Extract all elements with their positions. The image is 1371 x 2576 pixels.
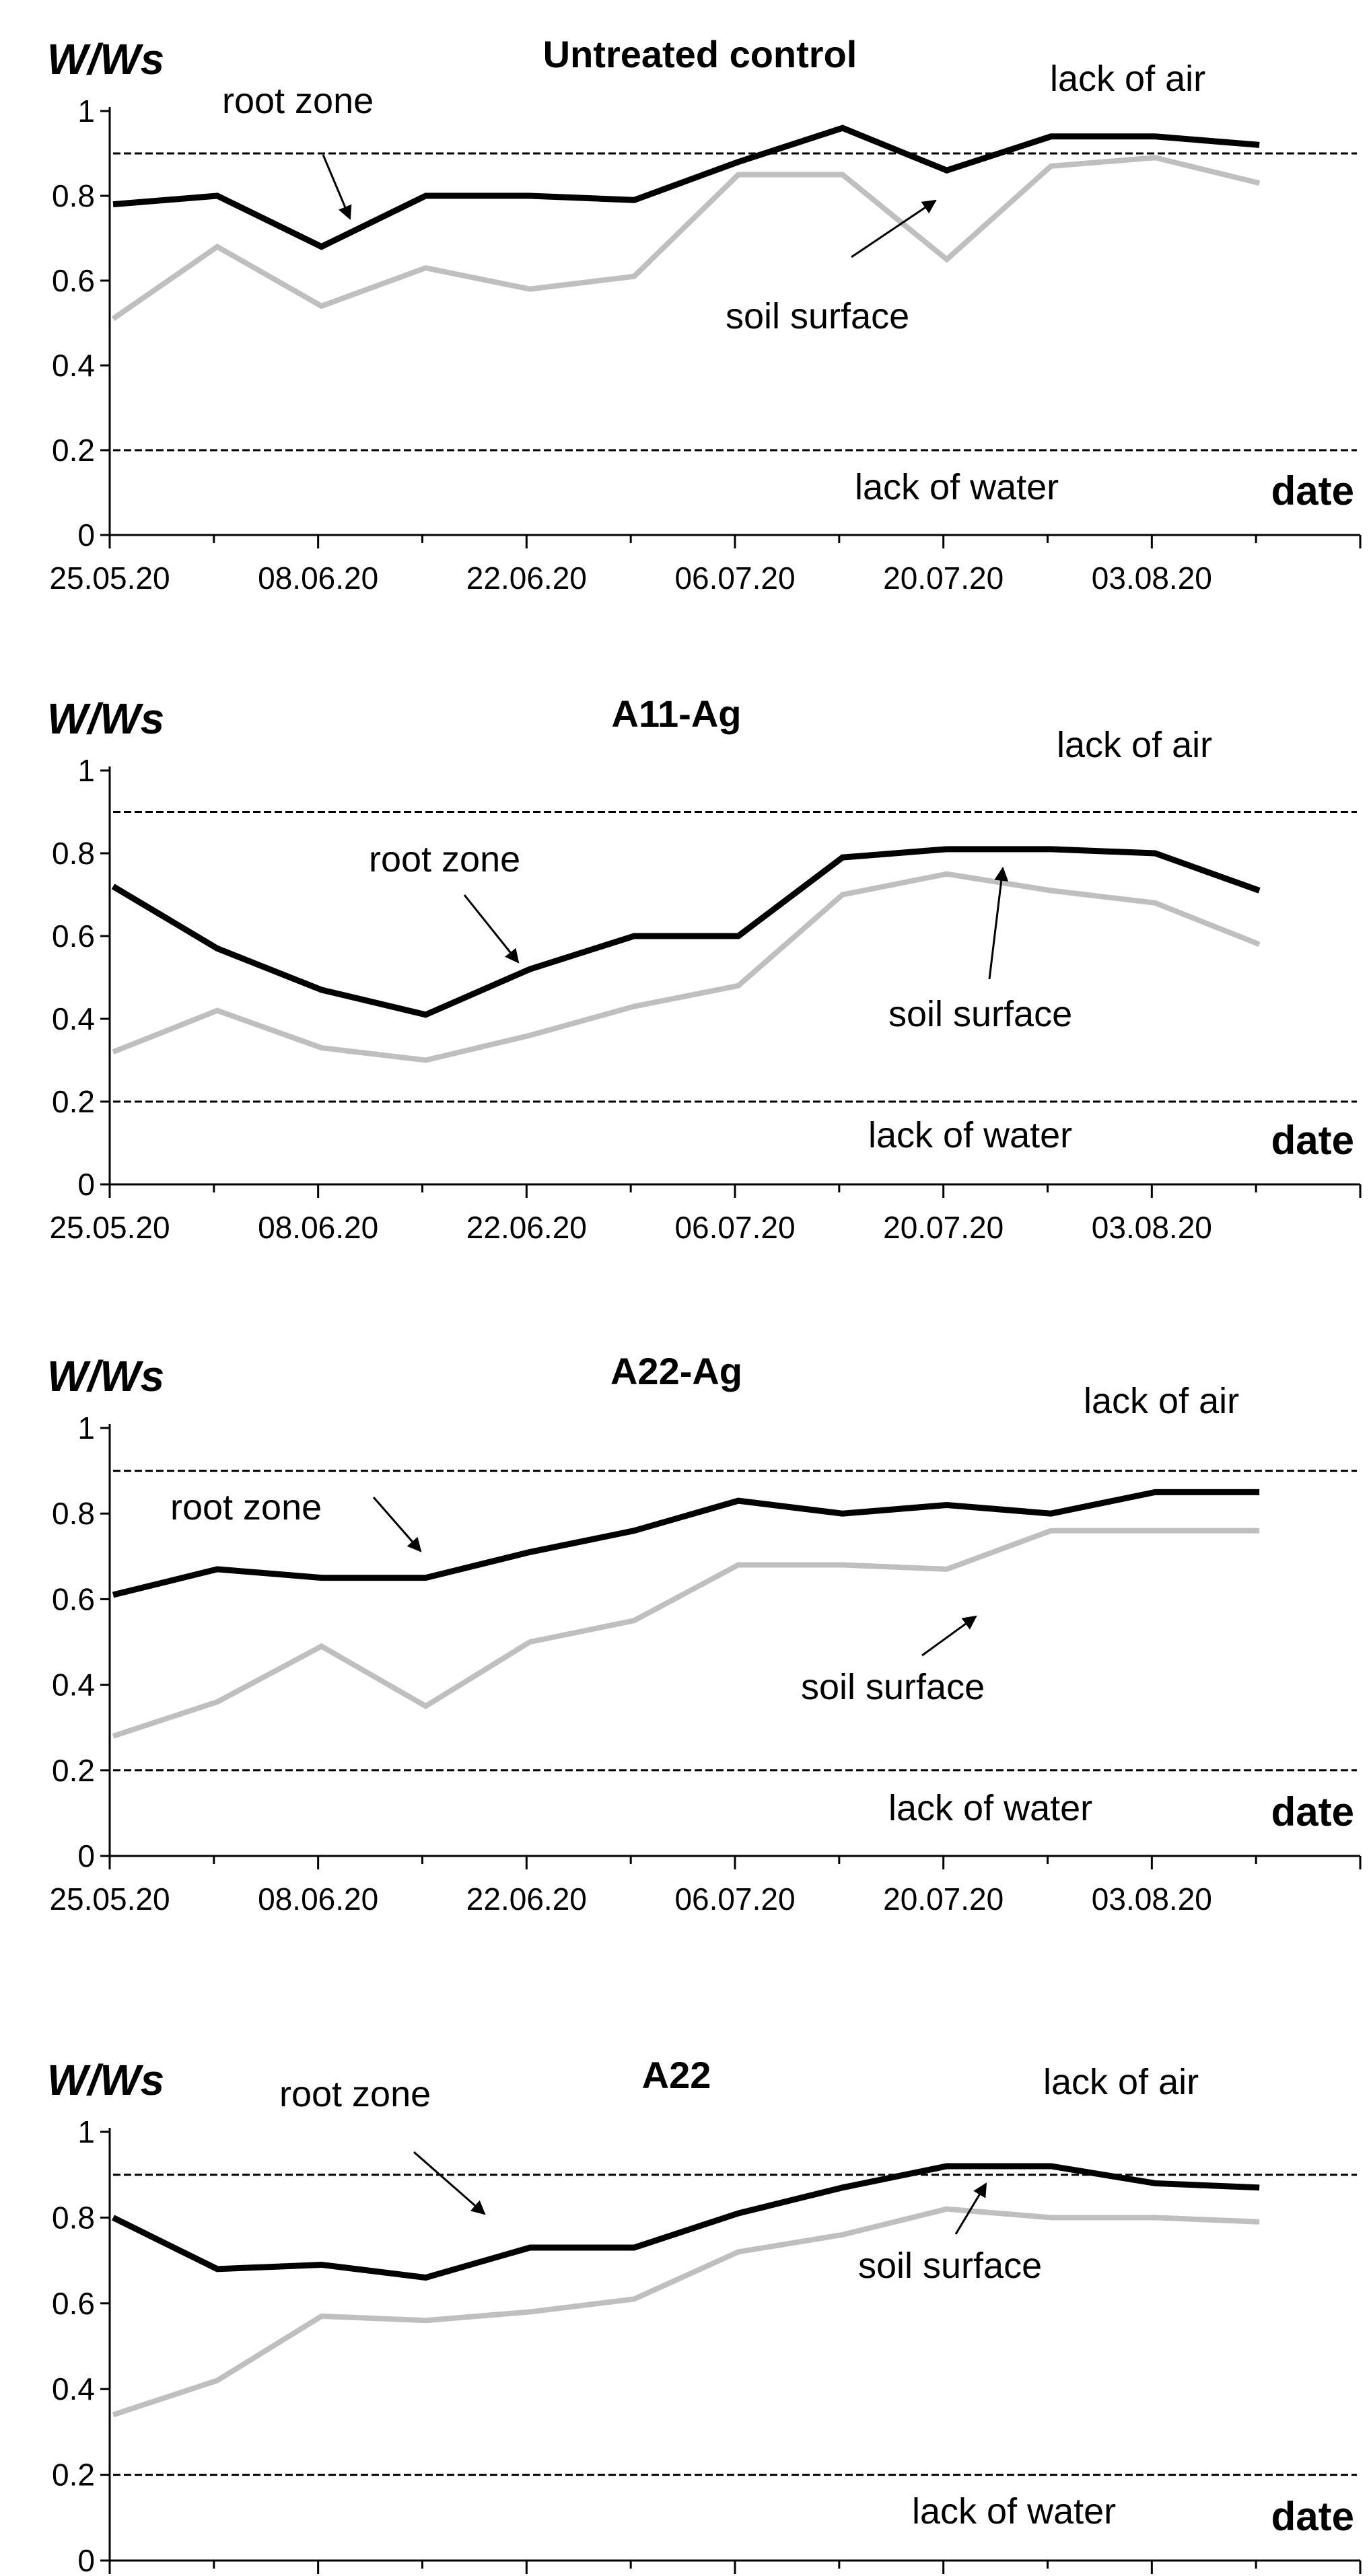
y-tick-label: 0.2 — [52, 433, 95, 468]
x-tick-label: 20.07.20 — [883, 1210, 1004, 1245]
y-axis-label: W/Ws — [47, 2056, 164, 2104]
y-tick-label: 0.6 — [52, 1581, 95, 1616]
x-tick-label: 25.05.20 — [49, 561, 170, 596]
x-tick-label: 03.08.20 — [1092, 561, 1212, 596]
root-zone-series-line — [112, 1489, 1260, 1598]
x-axis-label: date — [1271, 2494, 1354, 2539]
y-tick-label: 0.8 — [52, 1496, 95, 1531]
lack-of-air-label: lack of air — [1050, 59, 1205, 99]
chart-panel-2: 0 0.2 0.4 0.6 0.8 1 25.05.20 08.06.20 22.06.20 06… — [47, 692, 1362, 1245]
y-tick-label: 0.6 — [52, 263, 95, 298]
y-tick-label: 1 — [77, 94, 95, 129]
x-tick-label: 06.07.20 — [674, 561, 795, 596]
lack-of-air-label: lack of air — [1043, 2062, 1199, 2102]
root-zone-arrow — [463, 894, 520, 964]
y-tick-label: 0.2 — [52, 1084, 95, 1119]
y-tick-label: 1 — [77, 1410, 95, 1445]
root-zone-arrow — [413, 2151, 486, 2215]
y-tick-label: 0.8 — [52, 836, 95, 871]
chart-title: A11-Ag — [612, 692, 742, 735]
x-axis-label: date — [1271, 468, 1354, 513]
soil-surface-label: soil surface — [858, 2246, 1042, 2286]
y-tick-label: 0.2 — [52, 2458, 95, 2493]
root-zone-series-line — [111, 846, 1261, 1018]
x-tick-label: 22.06.20 — [466, 561, 587, 596]
y-tick-label: 0.4 — [52, 1001, 95, 1036]
soil-surface-label: soil surface — [726, 296, 909, 336]
y-tick-label: 0.8 — [52, 178, 95, 213]
y-tick-label: 0 — [77, 517, 95, 552]
x-axis-label: date — [1271, 1789, 1354, 1834]
soil-surface-label: soil surface — [888, 994, 1072, 1034]
soil-surface-series-line — [112, 871, 1261, 1063]
soil-surface-series-line — [111, 155, 1261, 321]
lack-of-water-label: lack of water — [912, 2491, 1116, 2532]
chart-panel-1: 0 0.2 0.4 0.6 0.8 1 25.05.20 08.06.20 22.06.20 06… — [47, 33, 1362, 596]
soil-surface-label: soil surface — [801, 1667, 985, 1707]
y-tick-label: 0.4 — [52, 1668, 95, 1703]
root-zone-label: root zone — [279, 2074, 431, 2114]
y-tick-label: 1 — [77, 753, 95, 788]
lack-of-water-label: lack of water — [868, 1115, 1072, 1155]
y-tick-label: 0.6 — [52, 919, 95, 954]
root-zone-label: root zone — [222, 81, 374, 121]
y-tick-label: 0 — [77, 1167, 95, 1202]
y-tick-label: 0.4 — [52, 348, 95, 383]
root-zone-arrow — [322, 154, 352, 220]
soil-surface-series-line — [112, 2206, 1260, 2418]
y-tick-label: 0.2 — [52, 1753, 95, 1788]
lack-of-water-label: lack of water — [855, 467, 1059, 507]
root-zone-series-line — [112, 124, 1260, 250]
x-tick-label: 25.05.20 — [49, 1882, 170, 1917]
y-axis-label: W/Ws — [47, 694, 164, 743]
x-tick-label: 25.05.20 — [49, 1210, 170, 1245]
soil-surface-arrow — [988, 866, 1009, 980]
x-axis-label: date — [1271, 1118, 1354, 1163]
chart-title: A22-Ag — [610, 1350, 742, 1392]
root-zone-arrow — [372, 1497, 422, 1552]
lack-of-water-label: lack of water — [888, 1788, 1092, 1828]
soil-surface-arrow — [851, 199, 937, 258]
root-zone-series-line — [112, 2163, 1260, 2281]
soil-surface-arrow — [954, 2182, 987, 2235]
lack-of-air-label: lack of air — [1057, 725, 1212, 765]
x-tick-label: 08.06.20 — [258, 561, 378, 596]
y-tick-label: 0 — [77, 2543, 95, 2576]
x-tick-label: 03.08.20 — [1092, 1882, 1212, 1917]
soil-surface-series-line — [112, 1528, 1260, 1739]
x-tick-label: 22.06.20 — [466, 1882, 587, 1917]
chart-title: Untreated control — [543, 33, 857, 75]
lack-of-air-label: lack of air — [1084, 1381, 1239, 1421]
x-tick-label: 08.06.20 — [258, 1882, 378, 1917]
x-tick-label: 03.08.20 — [1092, 1210, 1212, 1245]
x-tick-label: 20.07.20 — [883, 1882, 1004, 1917]
soil-surface-arrow — [921, 1615, 977, 1657]
chart-panel-4: 00.20.40.60.8125.05.2008.06.2022.06.2006… — [47, 2054, 1362, 2576]
y-tick-label: 0 — [77, 1838, 95, 1873]
x-tick-label: 06.07.20 — [674, 1882, 795, 1917]
root-zone-label: root zone — [369, 839, 520, 880]
root-zone-label: root zone — [170, 1487, 322, 1528]
x-tick-label: 08.06.20 — [258, 1210, 378, 1245]
y-axis-label: W/Ws — [47, 1352, 164, 1400]
chart-title: A22 — [642, 2054, 711, 2096]
x-tick-label: 22.06.20 — [466, 1210, 587, 1245]
y-tick-label: 1 — [77, 2114, 95, 2149]
chart-panel-3: 0 0.2 0.4 0.6 0.8 1 25.05.20 08.06.20 22.06.20 06… — [47, 1350, 1362, 1917]
y-axis-label: W/Ws — [47, 35, 164, 83]
x-tick-label: 06.07.20 — [674, 1210, 795, 1245]
y-tick-label: 0.6 — [52, 2286, 95, 2321]
y-tick-label: 0.4 — [52, 2371, 95, 2406]
y-tick-label: 0.8 — [52, 2200, 95, 2235]
x-tick-label: 20.07.20 — [883, 561, 1004, 596]
